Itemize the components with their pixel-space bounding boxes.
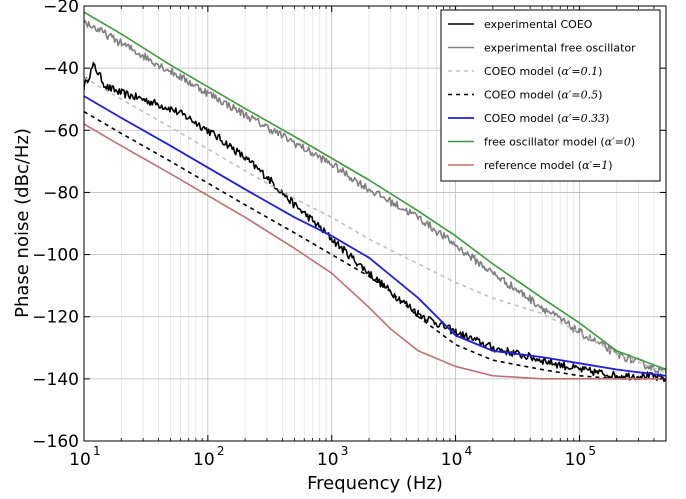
- legend-label: COEO model (α′=0.5): [484, 89, 602, 102]
- x-tick-label: 10: [317, 450, 339, 470]
- x-tick-label: 10: [193, 450, 215, 470]
- x-axis-label: Frequency (Hz): [307, 473, 443, 494]
- series-line-6: [84, 123, 666, 380]
- series-line-3: [84, 110, 666, 380]
- axis-tick-labels: 101102103104105106−160−140−120−100−80−60…: [32, 0, 596, 470]
- legend-label: COEO model (α′=0.1): [484, 65, 602, 78]
- series-layer: [84, 11, 666, 383]
- x-tick-label: 10: [69, 450, 91, 470]
- y-tick-label: −40: [43, 59, 79, 79]
- y-tick-label: −160: [32, 432, 79, 452]
- y-tick-label: −120: [32, 308, 79, 328]
- series-line-2: [84, 76, 666, 374]
- x-tick-label-exponent: 4: [465, 444, 473, 458]
- legend-label: experimental free oscillator: [484, 42, 636, 55]
- x-tick-label-exponent: 3: [341, 444, 349, 458]
- y-axis-label: Phase noise (dBc/Hz): [12, 128, 33, 318]
- x-tick-label: 10: [565, 450, 587, 470]
- y-tick-label: −20: [43, 0, 79, 17]
- y-tick-label: −100: [32, 246, 79, 266]
- series-line-4: [84, 95, 666, 377]
- x-tick-label-exponent: 5: [588, 444, 596, 458]
- x-tick-label: 10: [441, 450, 463, 470]
- y-tick-label: −60: [43, 121, 79, 141]
- legend: experimental COEO experimental free oscil…: [440, 9, 661, 182]
- plot-frame: [83, 5, 667, 442]
- legend-label: experimental COEO: [484, 18, 593, 31]
- legend-box: [440, 9, 661, 182]
- legend-label: free oscillator model (α′=0): [484, 136, 635, 149]
- series-line-1: [84, 20, 666, 376]
- y-tick-label: −140: [32, 370, 79, 390]
- x-tick-label-exponent: 2: [217, 444, 225, 458]
- legend-label: COEO model (α′=0.33): [484, 112, 609, 125]
- y-tick-label: −80: [43, 183, 79, 203]
- series-line-5: [84, 11, 666, 371]
- axis-ticks: [83, 5, 667, 442]
- series-line-0: [84, 61, 666, 383]
- x-tick-label-exponent: 1: [93, 444, 101, 458]
- legend-label: reference model (α′=1): [484, 159, 613, 172]
- minor-grid: [120, 6, 667, 441]
